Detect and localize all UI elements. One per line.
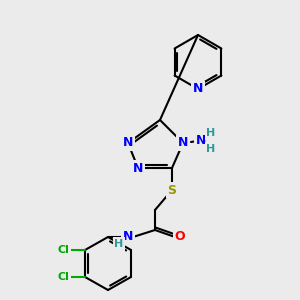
Text: N: N	[123, 136, 133, 149]
Text: Cl: Cl	[57, 272, 69, 282]
Text: N: N	[193, 82, 203, 95]
Text: H: H	[206, 128, 216, 138]
Text: O: O	[175, 230, 185, 244]
Text: S: S	[167, 184, 176, 196]
Text: N: N	[123, 230, 133, 244]
Text: N: N	[196, 134, 206, 146]
Text: N: N	[133, 161, 143, 175]
Text: H: H	[114, 239, 124, 249]
Text: N: N	[178, 136, 188, 149]
Text: Cl: Cl	[57, 245, 69, 255]
Text: H: H	[206, 144, 216, 154]
